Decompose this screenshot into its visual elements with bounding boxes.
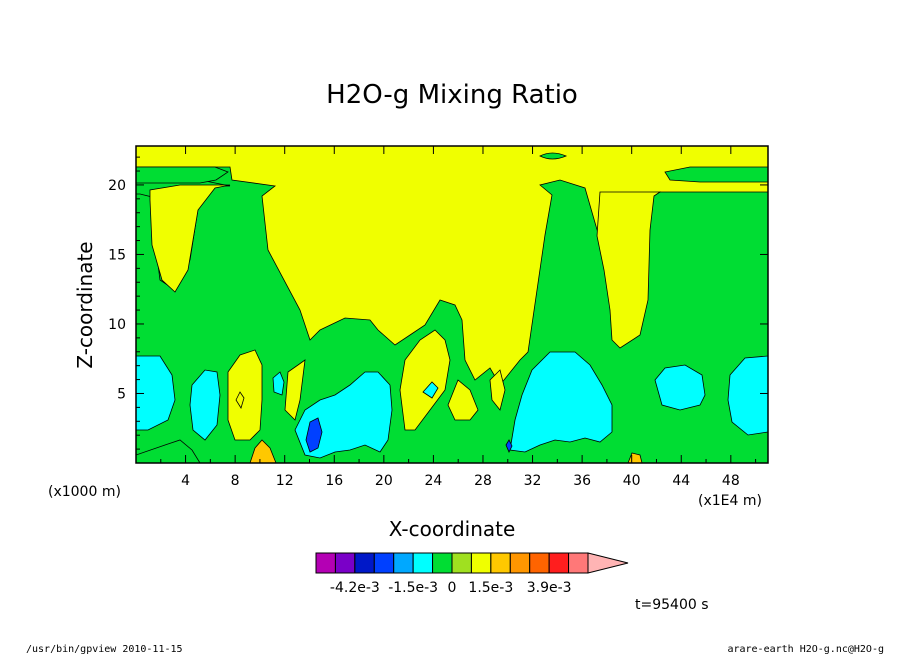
field-negative-right xyxy=(654,364,706,411)
x-tick-label: 48 xyxy=(722,473,740,489)
field-negative-strong-small xyxy=(505,439,513,453)
colorbar-cell xyxy=(354,552,375,574)
x-axis-scale-label: (x1E4 m) xyxy=(698,493,762,509)
field-near-zero-top-right-band xyxy=(664,166,768,183)
field-negative-right-edge xyxy=(727,355,768,436)
x-axis-unit-label: (x1000 m) xyxy=(48,484,121,500)
colorbar-cell xyxy=(568,552,589,574)
field-negative-left xyxy=(189,369,221,441)
colorbar-label: 0 xyxy=(448,580,457,596)
x-tick-label: 24 xyxy=(424,473,442,489)
y-tick-label: 20 xyxy=(108,178,126,194)
colorbar-cell xyxy=(432,552,453,574)
field-zero-ring xyxy=(235,391,245,409)
plot-frame xyxy=(135,145,769,464)
field-negative-small-a xyxy=(272,371,285,396)
colorbar-label: 1.5e-3 xyxy=(468,580,513,596)
colorbar-label: -4.2e-3 xyxy=(330,580,380,596)
footer-left: /usr/bin/gpview 2010-11-15 xyxy=(26,644,183,654)
field-zero-gap-mid2 xyxy=(399,329,451,431)
x-axis-title: X-coordinate xyxy=(389,517,516,541)
colorbar-label: 3.9e-3 xyxy=(527,580,572,596)
colorbar-cell xyxy=(412,552,434,574)
field-near-zero-top-band xyxy=(136,166,229,184)
colorbar xyxy=(315,552,629,574)
x-tick-label: 8 xyxy=(231,473,240,489)
x-tick-label: 44 xyxy=(672,473,690,489)
x-tick-label: 40 xyxy=(623,473,641,489)
plot-area xyxy=(135,145,769,464)
colorbar-cell xyxy=(393,552,414,574)
field-zero-gap-mid4 xyxy=(489,369,506,411)
y-tick-label: 15 xyxy=(108,247,126,263)
colorbar-labels: -4.2e-3 -1.5e-3 0 1.5e-3 3.9e-3 xyxy=(330,580,572,596)
y-tick-label: 5 xyxy=(117,386,126,402)
colorbar-cell xyxy=(529,552,550,574)
colorbar-cell xyxy=(315,552,336,574)
field-negative-left-edge xyxy=(136,355,176,431)
field-negative-strong-core xyxy=(305,417,323,453)
colorbar-cell xyxy=(334,552,356,574)
colorbar-cell xyxy=(373,552,395,574)
field-near-zero-bottom xyxy=(136,439,201,463)
x-tick-label: 4 xyxy=(181,473,190,489)
colorbar-cell xyxy=(548,552,570,574)
field-positive-bit-a xyxy=(249,439,277,463)
colorbar-cell xyxy=(509,552,531,574)
field-zero-gap-mid3 xyxy=(447,379,479,421)
colorbar-cell xyxy=(490,552,511,574)
field-zero-gap-left xyxy=(227,349,263,441)
colorbar-label: -1.5e-3 xyxy=(388,580,438,596)
x-tick-label: 20 xyxy=(375,473,393,489)
chart-title: H2O-g Mixing Ratio xyxy=(326,80,578,110)
y-tick-label: 10 xyxy=(108,317,126,333)
y-axis-ticks: 5 10 15 20 xyxy=(108,156,768,450)
x-tick-label: 32 xyxy=(524,473,542,489)
x-tick-label: 36 xyxy=(573,473,591,489)
x-axis-ticks: 4 8 12 16 20 24 28 32 36 40 44 48 xyxy=(160,146,757,489)
colorbar-arrow xyxy=(587,552,629,574)
field-negative-small-b xyxy=(422,381,439,399)
field-zero-gap-mid1 xyxy=(284,359,306,421)
x-tick-label: 16 xyxy=(325,473,343,489)
colorbar-cell xyxy=(451,552,472,574)
footer-right: arare-earth_H2O-g.nc@H2O-g xyxy=(727,644,884,654)
y-axis-title: Z-coordinate xyxy=(73,241,97,368)
time-label: t=95400 s xyxy=(635,597,709,613)
field-zero-pocket-right xyxy=(596,191,662,349)
x-tick-label: 28 xyxy=(474,473,492,489)
field-near-zero-top-blob xyxy=(539,152,568,160)
x-tick-label: 12 xyxy=(276,473,294,489)
field-zero-pocket-left xyxy=(149,184,231,293)
colorbar-cell xyxy=(470,552,492,574)
field-negative-right-center xyxy=(509,351,613,453)
